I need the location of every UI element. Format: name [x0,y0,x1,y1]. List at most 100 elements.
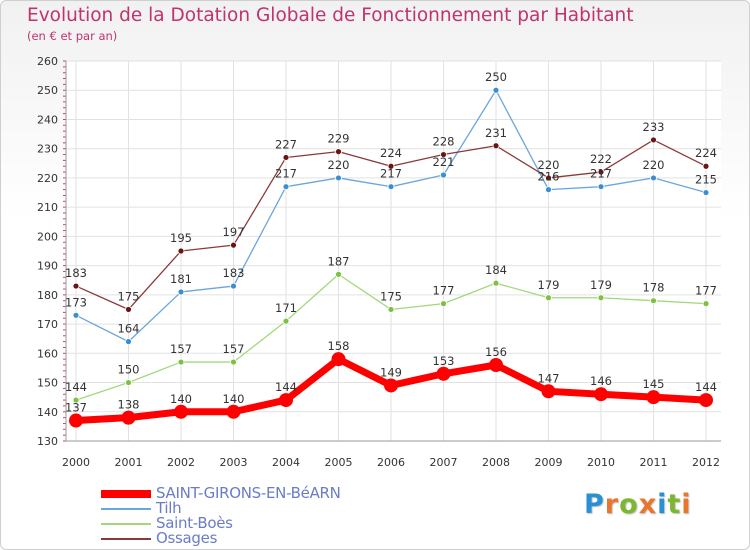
point-ossages [72,282,80,290]
point-saint-girons-en-b-arn [594,387,608,402]
y-tick-label: 260 [37,55,58,68]
point-tilh [72,311,80,319]
point-saint-bo-s [125,379,132,386]
data-label-ossages: 175 [118,289,140,303]
proxiti-logo: Proxiti [584,489,692,520]
data-label-ossages: 197 [223,225,245,239]
x-tick-label: 2003 [220,456,248,469]
x-tick-label: 2005 [325,456,353,469]
point-ossages [387,162,395,170]
point-tilh [282,183,290,191]
data-label-tilh: 215 [695,173,717,187]
data-label-ossages: 220 [538,158,560,172]
logo-letter: t [667,489,682,520]
data-label-saint-girons-en-b-arn: 158 [328,339,350,353]
legend-label: Tilh [156,499,182,517]
point-ossages [440,151,447,158]
logo-letter: i [657,489,668,520]
point-saint-bo-s [72,396,80,404]
logo-letter: x [638,489,658,520]
legend-swatch [101,523,151,525]
point-saint-bo-s [440,300,447,308]
point-saint-girons-en-b-arn [436,366,451,381]
x-tick-label: 2012 [692,456,720,469]
point-ossages [492,142,500,150]
point-saint-bo-s [702,300,710,308]
plot-area [66,61,721,441]
data-label-ossages: 229 [328,132,350,146]
data-label-saint-girons-en-b-arn: 153 [433,354,455,368]
y-tick-label: 240 [37,113,58,126]
data-label-saint-bo-s: 177 [695,284,717,298]
point-ossages [282,154,290,161]
data-label-saint-girons-en-b-arn: 144 [695,380,717,394]
x-tick-label: 2010 [587,456,615,469]
x-tick-label: 2008 [482,456,510,469]
data-label-saint-girons-en-b-arn: 145 [643,377,665,391]
point-ossages [702,162,710,170]
legend-label: SAINT-GIRONS-EN-BéARN [156,484,341,502]
data-label-saint-bo-s: 150 [118,363,140,377]
data-label-saint-bo-s: 171 [275,301,297,315]
data-label-saint-girons-en-b-arn: 140 [223,392,245,406]
point-tilh [492,86,500,94]
legend-label: Saint-Boès [156,514,233,532]
logo-letter: o [619,489,639,520]
data-label-tilh: 164 [118,322,140,336]
point-saint-bo-s [387,306,395,313]
point-tilh [230,282,237,290]
logo-letter: i [681,489,692,520]
point-ossages [335,148,342,156]
data-label-saint-bo-s: 178 [643,281,665,295]
data-label-ossages: 183 [65,266,87,280]
legend-item: SAINT-GIRONS-EN-BéARN [101,484,421,502]
data-label-tilh: 216 [538,170,560,184]
point-saint-bo-s [545,294,552,302]
data-label-saint-girons-en-b-arn: 140 [170,392,192,406]
legend-item: Saint-Boès [101,514,421,532]
data-label-saint-bo-s: 144 [65,380,87,394]
point-ossages [597,168,605,176]
legend-item: Tilh [101,499,421,517]
point-tilh [545,186,552,194]
y-tick-label: 140 [37,406,58,419]
data-label-tilh: 220 [328,158,350,172]
logo-letter: P [584,489,605,520]
point-saint-bo-s [597,294,605,302]
data-label-tilh: 183 [223,266,245,280]
y-tick-label: 220 [37,172,58,185]
data-label-tilh: 217 [590,167,612,181]
y-tick-label: 130 [37,435,58,448]
point-tilh [177,288,185,296]
point-saint-girons-en-b-arn [121,410,136,425]
y-tick-label: 160 [37,347,58,360]
data-label-saint-girons-en-b-arn: 138 [118,398,140,412]
data-label-ossages: 224 [380,146,402,160]
x-tick-label: 2002 [167,456,195,469]
y-tick-label: 190 [37,260,58,273]
data-label-tilh: 181 [170,272,192,286]
data-label-saint-girons-en-b-arn: 156 [485,345,507,359]
data-label-saint-girons-en-b-arn: 146 [590,374,612,388]
point-tilh [597,183,605,191]
y-tick-label: 170 [37,318,58,331]
data-label-tilh: 217 [275,167,297,181]
point-saint-girons-en-b-arn [279,393,293,408]
point-tilh [125,338,132,346]
point-tilh [335,174,342,182]
legend-label: Ossages [156,529,218,547]
point-saint-bo-s [492,279,500,287]
point-saint-girons-en-b-arn [69,413,83,428]
data-label-ossages: 195 [170,231,192,245]
chart-title: Evolution de la Dotation Globale de Fonc… [27,5,634,26]
point-saint-girons-en-b-arn [646,390,661,405]
point-saint-girons-en-b-arn [226,404,241,419]
x-tick-label: 2001 [115,456,143,469]
y-tick-label: 150 [37,377,58,390]
point-ossages [230,241,237,249]
data-label-tilh: 221 [433,155,455,169]
data-label-ossages: 228 [433,135,455,149]
legend-item: Ossages [101,529,421,547]
x-tick-label: 2009 [535,456,563,469]
x-tick-label: 2006 [377,456,405,469]
